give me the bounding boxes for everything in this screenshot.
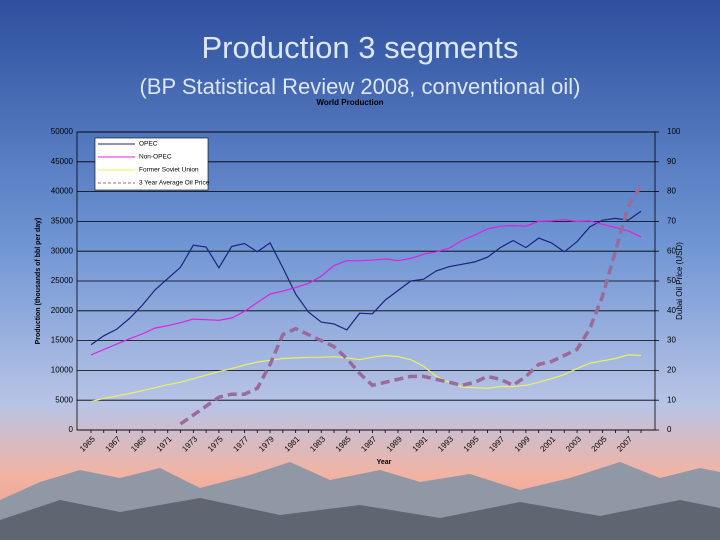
series-line: [90, 210, 642, 346]
y2-tick-label: 60: [667, 246, 676, 255]
legend-label: Former Soviet Union: [139, 167, 199, 174]
y-tick-label: 10000: [51, 366, 74, 375]
y-tick-label: 5000: [55, 395, 73, 404]
y-tick-label: 15000: [51, 336, 74, 345]
y-tick-label: 25000: [51, 276, 74, 285]
legend-box: [94, 137, 209, 191]
y2-tick-label: 100: [667, 127, 681, 136]
y2-tick-label: 70: [667, 217, 676, 226]
y-tick-label: 20000: [51, 306, 74, 315]
series-line: [90, 218, 642, 356]
slide-title: Production 3 segments: [201, 30, 518, 65]
series-line: [179, 184, 643, 426]
y-tick-label: 30000: [51, 246, 74, 255]
y2-tick-label: 30: [667, 336, 676, 345]
legend-label: OPEC: [139, 141, 158, 148]
legend-label: 3 Year Average Oil Price: [139, 180, 210, 187]
y2-tick-label: 0: [667, 425, 672, 434]
y2-tick-label: 10: [667, 395, 676, 404]
y-tick-label: 45000: [51, 157, 74, 166]
plot-frame: [76, 131, 656, 431]
y2-tick-label: 50: [667, 276, 676, 285]
y2-tick-label: 80: [667, 187, 676, 196]
y-tick-label: 0: [69, 425, 74, 434]
y2-tick-label: 20: [667, 366, 676, 375]
y-tick-label: 50000: [51, 127, 74, 136]
y2-axis-label: Dubai Oil Price (USD): [675, 242, 684, 320]
legend-label: Non-OPEC: [139, 154, 172, 161]
y-tick-label: 35000: [51, 217, 74, 226]
y2-tick-label: 40: [667, 306, 676, 315]
slide-subtitle: (BP Statistical Review 2008, conventiona…: [139, 74, 580, 99]
y2-tick-label: 90: [667, 157, 676, 166]
series-line: [90, 354, 642, 402]
x-axis-label: Year: [377, 459, 392, 466]
mountains-front: [0, 498, 720, 540]
y-tick-label: 40000: [51, 187, 74, 196]
chart-title: World Production: [317, 98, 384, 107]
y-axis-label: Production (thousands of bbl per day): [35, 218, 42, 345]
